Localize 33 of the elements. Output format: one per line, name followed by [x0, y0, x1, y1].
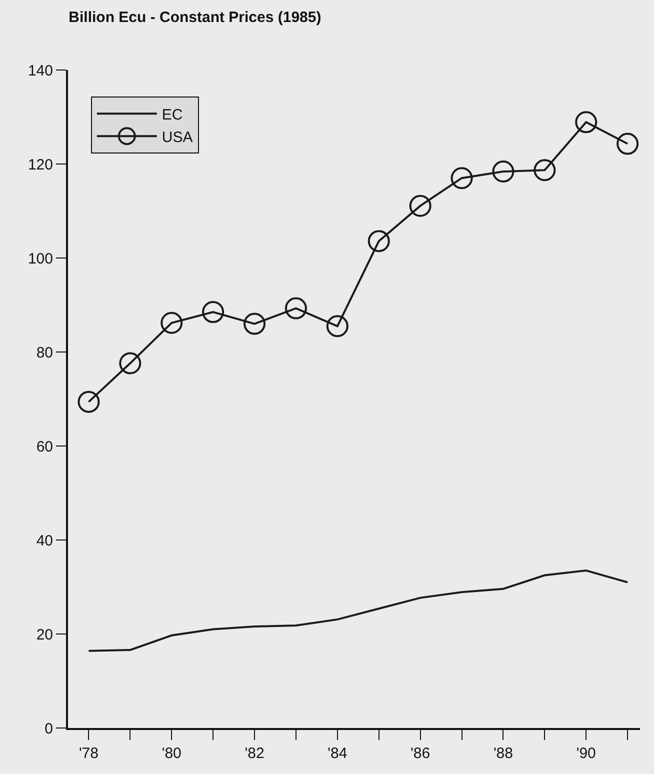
x-tick-label: '90	[576, 745, 596, 762]
point	[575, 111, 598, 134]
x-tick-label: '80	[162, 745, 182, 762]
y-tick-label: 140	[28, 62, 53, 80]
x-tick-label: '82	[244, 745, 264, 762]
point	[202, 301, 224, 324]
y-tick-label: 60	[36, 438, 53, 456]
y-tick-label: 80	[36, 344, 53, 362]
legend-label: EC	[162, 106, 183, 124]
point	[244, 312, 266, 335]
x-tick-label: '78	[78, 745, 98, 762]
point	[450, 167, 473, 190]
point	[119, 352, 142, 374]
x-tick-label: '84	[328, 745, 348, 762]
x-tick-label: '86	[410, 745, 430, 762]
point	[492, 160, 514, 183]
y-tick-label: 20	[36, 626, 53, 644]
point	[78, 390, 100, 413]
legend-label: USA	[162, 128, 193, 146]
y-tick-label: 100	[28, 250, 53, 268]
point	[160, 312, 183, 334]
y-tick-label: 0	[44, 720, 53, 738]
point	[368, 230, 390, 252]
point	[284, 297, 307, 320]
y-tick-label: 120	[28, 156, 53, 174]
line-series	[88, 570, 629, 652]
point	[616, 132, 639, 155]
y-tick-label: 40	[36, 532, 53, 550]
point	[409, 194, 432, 217]
x-tick-label: '88	[493, 745, 513, 762]
point	[326, 315, 348, 338]
chart-title: Billion Ecu - Constant Prices (1985)	[68, 9, 322, 26]
point	[534, 159, 556, 182]
